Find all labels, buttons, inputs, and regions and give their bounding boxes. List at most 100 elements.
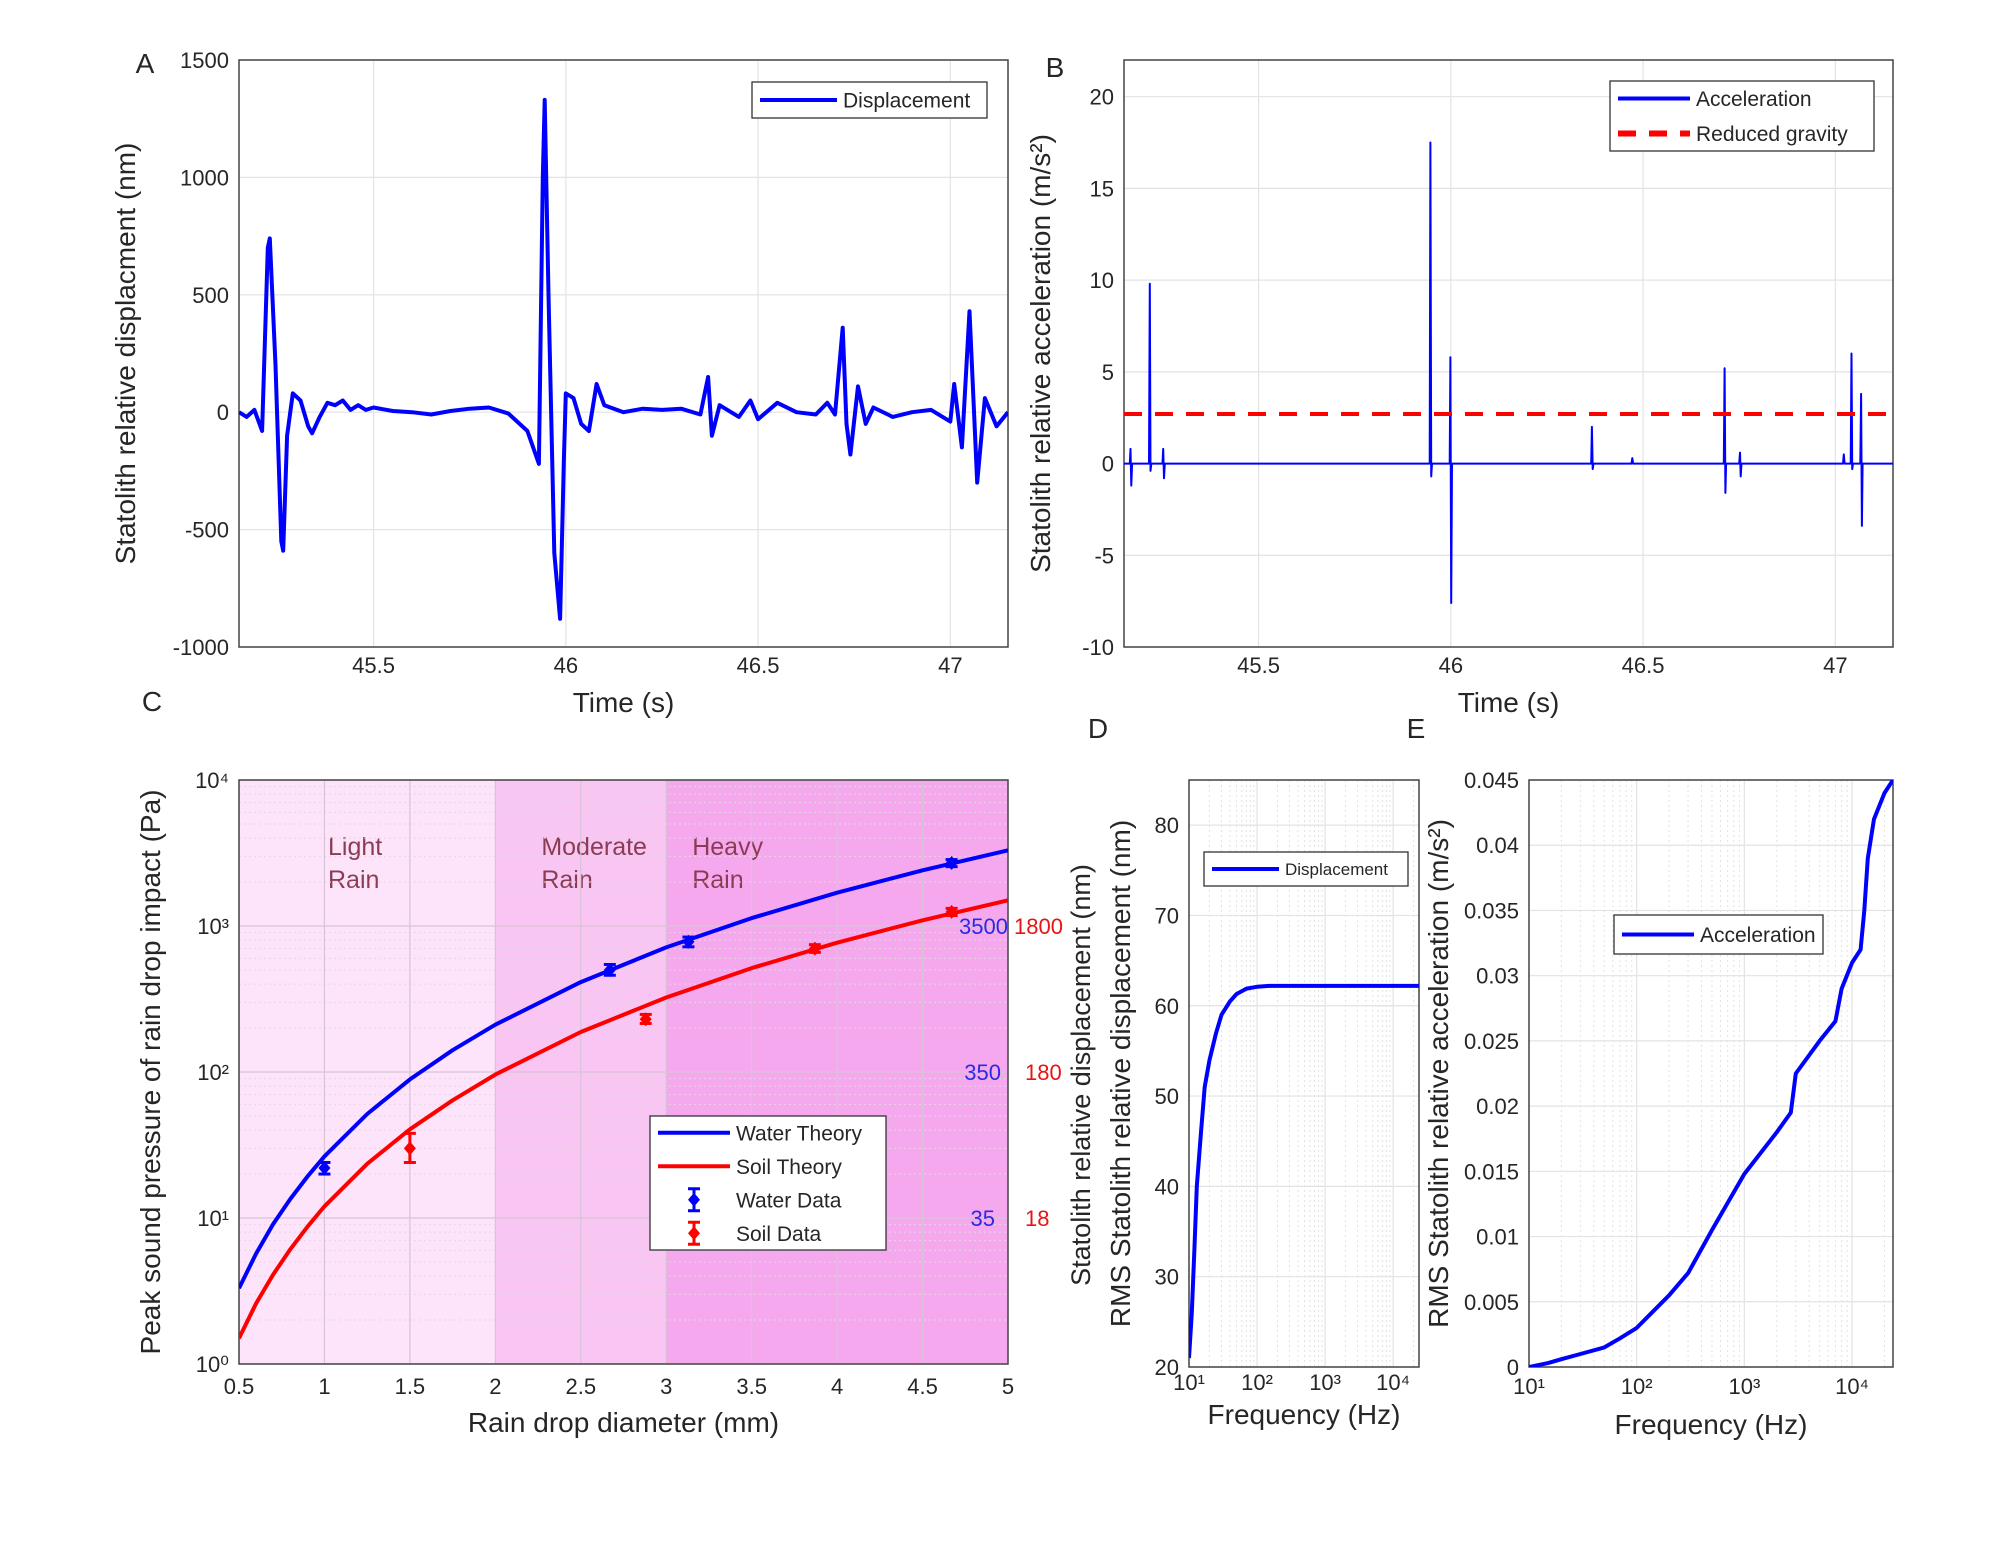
y-tick-label: 20 [1090,85,1114,110]
y-axis-label: RMS Statolith relative acceleration (m/s… [1423,819,1454,1328]
x-tick-label: 10¹ [1513,1374,1545,1399]
y-tick-label: 0.03 [1476,964,1519,989]
y-tick-label: 0.02 [1476,1094,1519,1119]
plot-area [239,97,1008,621]
y-tick-label: 30 [1155,1265,1179,1290]
x-axis-label: Frequency (Hz) [1615,1409,1808,1440]
x-tick-label: 46 [554,653,578,678]
y-tick-label: -500 [185,518,229,543]
x-tick-label: 47 [1823,653,1847,678]
y-tick-label: 0.015 [1464,1159,1519,1184]
legend: Displacement [751,81,988,119]
x-tick-label: 2.5 [565,1374,596,1399]
data-point-marker [318,1161,331,1176]
axes-box [238,779,1009,1365]
legend-label: Displacement [1285,860,1388,879]
plot-area [239,848,1008,1340]
data-point-marker [682,934,695,949]
y-tick-label: 10 [1090,268,1114,293]
y-tick-label: 0.04 [1476,833,1519,858]
y-tick-label: 500 [192,283,229,308]
y-tick-label: 0.01 [1476,1225,1519,1250]
region-label: Rain [541,866,592,894]
legend-label: Water Data [736,1189,842,1212]
data-point-marker [603,962,616,977]
panel-a: 45.5 46 46.5 47 -1000 -500 0 500 1000 1500 Time (s… [110,48,1009,718]
panel-d: 10¹ 10² 10³ 10⁴ 20 30 40 50 60 70 80 Frequency (Hz)… [1088,713,1420,1430]
legend: Water Theory Soil Theory Water Data Soil Da… [649,1115,887,1251]
x-axis-label: Time (s) [573,687,675,718]
x-tick-label: 1 [318,1374,330,1399]
x-tick-label: 10⁴ [1376,1370,1410,1395]
y-tick-label: 20 [1155,1355,1179,1380]
x-tick-label: 10³ [1728,1374,1760,1399]
x-tick-label: 46 [1439,653,1463,678]
soil-annotation: 18 [1025,1206,1049,1231]
plot-area [1189,983,1419,1359]
axes-box [238,59,1009,648]
water-annotation: 35 [971,1206,995,1231]
series-line [239,848,1008,1290]
legend-swatch [688,1226,700,1241]
y-axis-label: RMS Statolith relative displacement (nm) [1105,820,1136,1327]
legend-label: Displacement [843,90,970,113]
y-tick-label: 15 [1090,176,1114,201]
x-tick-label: 47 [938,653,962,678]
x-tick-label: 10⁴ [1835,1374,1869,1399]
data-point-marker [808,941,821,956]
legend-box [1609,80,1875,152]
x-tick-label: 4.5 [907,1374,938,1399]
y-tick-label: 10³ [197,914,229,939]
x-tick-label: 5 [1002,1374,1014,1399]
y-tick-label: -1000 [173,635,229,660]
y-tick-label: 0.005 [1464,1290,1519,1315]
y-tick-label: 1000 [180,165,229,190]
legend-label: Water Theory [736,1122,863,1145]
x-axis-label: Frequency (Hz) [1208,1399,1401,1430]
x-tick-label: 10³ [1309,1370,1341,1395]
panel-letter: C [142,686,162,717]
x-tick-label: 46.5 [737,653,780,678]
legend-label: Acceleration [1700,924,1816,947]
x-tick-label: 10² [1621,1374,1653,1399]
data-point-marker [945,904,958,919]
y-tick-label: 0 [217,400,229,425]
y-tick-label: 0.025 [1464,1029,1519,1054]
legend: Displacement [1203,851,1409,887]
data-point-marker [945,856,958,871]
legend-label: Reduced gravity [1696,123,1848,146]
x-tick-label: 3 [660,1374,672,1399]
y-tick-label: 60 [1155,994,1179,1019]
plot-area [1124,141,1893,604]
y-tick-label: 10⁴ [195,768,229,793]
y-tick-label: 10⁰ [196,1352,229,1377]
soil-annotation: 1800 [1014,914,1063,939]
x-tick-label: 4 [831,1374,843,1399]
legend-label: Acceleration [1696,88,1812,111]
y-tick-label: 0.045 [1464,768,1519,793]
x-tick-label: 45.5 [1237,653,1280,678]
region-label: Heavy [692,833,763,861]
water-annotation: 3500 [959,914,1008,939]
x-tick-label: 1.5 [395,1374,426,1399]
legend-label: Soil Data [736,1223,822,1246]
y-tick-label: 0 [1507,1355,1519,1380]
axes-box [1528,779,1894,1368]
series-line [1529,780,1893,1367]
x-tick-label: 0.5 [224,1374,255,1399]
y-axis-label: Statolith relative acceleration (m/s²) [1025,134,1056,573]
y-tick-label: 40 [1155,1174,1179,1199]
y-axis-label: Peak sound pressure of rain drop impact … [135,790,166,1355]
y-tick-label: 70 [1155,903,1179,928]
y-tick-label: 80 [1155,813,1179,838]
y-tick-label: 50 [1155,1084,1179,1109]
y-tick-label: 1500 [180,48,229,73]
series-line [1189,983,1419,1359]
series-line [239,97,1008,621]
panel-letter: B [1046,52,1065,83]
right-y-axis-label: Statolith relative displacement (nm) [1066,864,1096,1286]
region-label: Rain [328,866,379,894]
x-tick-label: 2 [489,1374,501,1399]
